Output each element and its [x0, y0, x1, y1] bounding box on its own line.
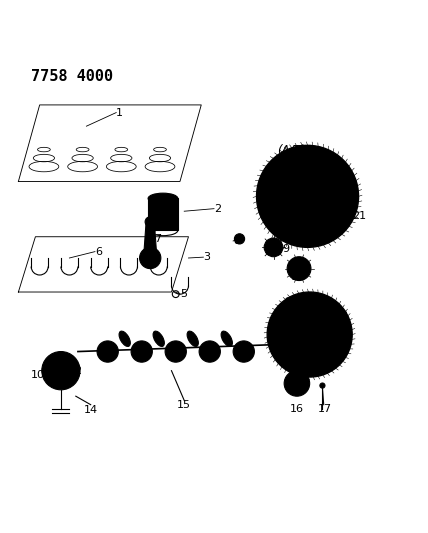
Text: 14: 14 [83, 405, 98, 415]
Ellipse shape [221, 331, 232, 346]
Text: 12: 12 [69, 366, 83, 376]
Circle shape [199, 341, 220, 362]
Circle shape [320, 383, 325, 388]
Circle shape [140, 247, 161, 269]
Circle shape [256, 146, 359, 247]
Circle shape [264, 238, 283, 257]
Circle shape [267, 292, 352, 377]
Text: 8: 8 [233, 236, 240, 246]
Circle shape [305, 329, 315, 340]
Text: 10: 10 [30, 370, 45, 380]
Ellipse shape [148, 193, 178, 204]
Circle shape [145, 217, 155, 227]
Circle shape [165, 341, 186, 362]
Text: 9: 9 [282, 245, 289, 254]
Text: 21: 21 [352, 211, 366, 221]
Text: 13: 13 [290, 270, 306, 283]
Text: 4: 4 [157, 221, 164, 231]
Polygon shape [144, 224, 157, 254]
Circle shape [50, 360, 71, 381]
Text: 3: 3 [203, 252, 211, 262]
Text: 7: 7 [155, 234, 162, 244]
Text: 11: 11 [50, 377, 64, 387]
Text: 16: 16 [290, 404, 304, 414]
Circle shape [131, 341, 152, 362]
Text: (M/T): (M/T) [282, 296, 312, 309]
Text: (A/T): (A/T) [277, 143, 305, 156]
Text: 19: 19 [315, 314, 330, 325]
Circle shape [315, 311, 321, 316]
Text: 20: 20 [330, 308, 345, 318]
Ellipse shape [161, 212, 165, 219]
Polygon shape [148, 198, 178, 230]
Text: 8: 8 [314, 208, 321, 219]
Text: 17: 17 [318, 404, 332, 414]
Text: 18: 18 [303, 308, 317, 318]
Ellipse shape [187, 331, 198, 346]
Circle shape [278, 303, 342, 366]
Text: 1: 1 [116, 108, 123, 118]
Ellipse shape [119, 331, 131, 346]
Text: 2: 2 [214, 204, 221, 214]
Circle shape [264, 153, 351, 240]
Text: 5: 5 [180, 289, 187, 299]
Text: 7758 4000: 7758 4000 [31, 69, 113, 84]
Circle shape [287, 257, 311, 280]
Circle shape [303, 190, 350, 237]
Circle shape [300, 189, 315, 204]
Circle shape [97, 341, 118, 362]
Text: 15: 15 [177, 400, 191, 410]
Circle shape [42, 352, 80, 390]
Text: 6: 6 [95, 247, 102, 256]
Circle shape [284, 370, 310, 396]
Circle shape [345, 169, 351, 176]
Circle shape [233, 341, 254, 362]
Circle shape [235, 234, 245, 244]
Ellipse shape [153, 331, 164, 346]
